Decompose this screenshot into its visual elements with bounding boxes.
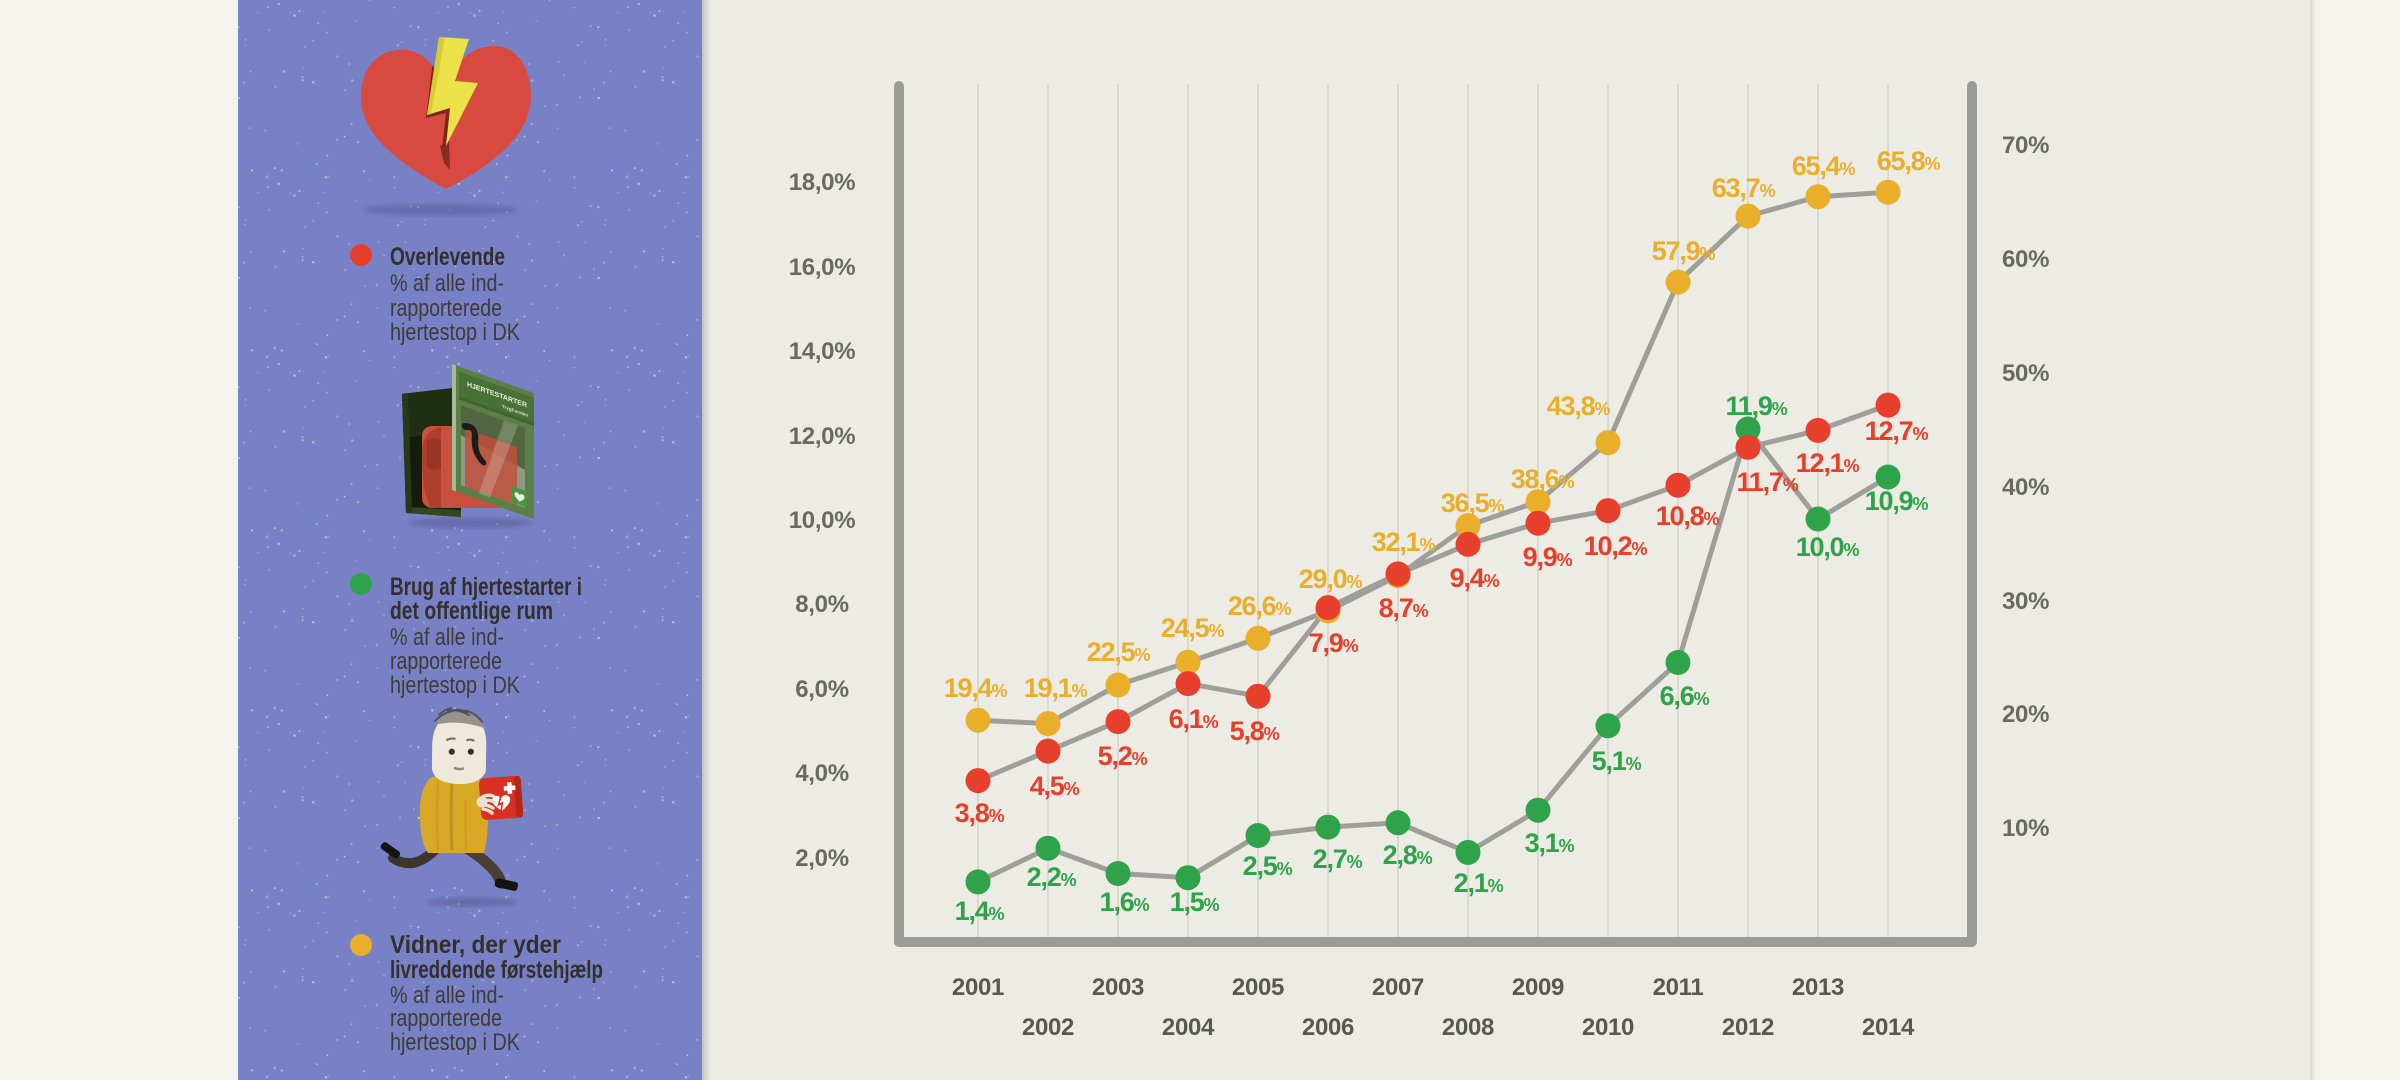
svg-text:% af alle ind-: % af alle ind- [390, 624, 504, 651]
svg-text:2,5%: 2,5% [1243, 851, 1293, 881]
svg-text:Vidner, der yder: Vidner, der yder [390, 931, 561, 959]
svg-text:2008: 2008 [1442, 1014, 1494, 1041]
svg-text:2,8%: 2,8% [1383, 840, 1433, 870]
svg-text:12,7%: 12,7% [1865, 416, 1929, 446]
svg-text:14,0%: 14,0% [789, 338, 856, 365]
svg-text:57,9%: 57,9% [1652, 236, 1716, 266]
svg-text:5,1%: 5,1% [1592, 746, 1642, 776]
svg-text:11,7%: 11,7% [1736, 467, 1798, 497]
svg-text:2007: 2007 [1372, 974, 1424, 1001]
svg-text:6,0%: 6,0% [795, 676, 849, 703]
svg-text:38,6%: 38,6% [1511, 464, 1575, 494]
svg-text:36,5%: 36,5% [1441, 488, 1505, 518]
svg-text:5,2%: 5,2% [1098, 741, 1148, 771]
svg-text:2005: 2005 [1232, 974, 1284, 1001]
svg-text:Brug af hjertestarter i: Brug af hjertestarter i [390, 573, 582, 601]
svg-text:20%: 20% [2002, 701, 2049, 728]
svg-text:hjertestop i DK: hjertestop i DK [390, 1029, 520, 1056]
svg-text:3,8%: 3,8% [955, 798, 1005, 828]
svg-text:16,0%: 16,0% [789, 254, 856, 281]
svg-text:2009: 2009 [1512, 974, 1564, 1001]
svg-text:1,4%: 1,4% [955, 896, 1005, 926]
svg-text:10,0%: 10,0% [789, 507, 856, 534]
svg-text:24,5%: 24,5% [1161, 613, 1225, 643]
svg-text:29,0%: 29,0% [1299, 564, 1363, 594]
svg-text:26,6%: 26,6% [1228, 591, 1292, 621]
svg-text:6,6%: 6,6% [1660, 681, 1710, 711]
svg-text:2010: 2010 [1582, 1014, 1634, 1041]
svg-text:43,8%: 43,8% [1547, 391, 1611, 421]
svg-text:2004: 2004 [1162, 1014, 1215, 1041]
svg-text:19,1%: 19,1% [1024, 673, 1088, 703]
svg-text:70%: 70% [2002, 132, 2049, 159]
svg-text:1,5%: 1,5% [1170, 887, 1220, 917]
svg-text:Overlevende: Overlevende [390, 243, 505, 271]
svg-text:hjertestop i DK: hjertestop i DK [390, 319, 520, 346]
svg-text:40%: 40% [2002, 474, 2049, 501]
svg-text:9,4%: 9,4% [1450, 563, 1500, 593]
svg-text:det offentlige rum: det offentlige rum [390, 597, 553, 625]
svg-text:hjertestop i DK: hjertestop i DK [390, 672, 520, 699]
svg-text:65,8%: 65,8% [1877, 146, 1941, 176]
svg-text:5,8%: 5,8% [1230, 716, 1280, 746]
svg-text:9,9%: 9,9% [1523, 542, 1573, 572]
svg-text:2002: 2002 [1022, 1014, 1074, 1041]
svg-text:19,4%: 19,4% [944, 673, 1008, 703]
svg-text:8,7%: 8,7% [1379, 593, 1429, 623]
svg-text:2,0%: 2,0% [795, 845, 849, 872]
svg-text:10,8%: 10,8% [1656, 501, 1720, 531]
svg-text:63,7%: 63,7% [1712, 173, 1776, 203]
svg-text:4,0%: 4,0% [795, 760, 849, 787]
svg-text:rapporterede: rapporterede [390, 295, 502, 322]
svg-text:32,1%: 32,1% [1372, 527, 1436, 557]
svg-text:22,5%: 22,5% [1087, 637, 1151, 667]
svg-text:% af alle ind-: % af alle ind- [390, 982, 504, 1009]
svg-text:2012: 2012 [1722, 1014, 1774, 1041]
svg-text:2011: 2011 [1653, 974, 1704, 1001]
svg-text:10%: 10% [2002, 815, 2049, 842]
svg-text:18,0%: 18,0% [789, 169, 856, 196]
svg-text:65,4%: 65,4% [1792, 151, 1856, 181]
svg-text:2,1%: 2,1% [1454, 868, 1504, 898]
svg-text:10,2%: 10,2% [1584, 531, 1648, 561]
svg-text:8,0%: 8,0% [795, 591, 849, 618]
svg-text:12,0%: 12,0% [789, 423, 856, 450]
svg-text:60%: 60% [2002, 246, 2049, 273]
svg-text:2006: 2006 [1302, 1014, 1354, 1041]
svg-text:4,5%: 4,5% [1030, 771, 1080, 801]
svg-text:7,9%: 7,9% [1309, 628, 1359, 658]
svg-text:50%: 50% [2002, 360, 2049, 387]
svg-text:livreddende førstehjælp: livreddende førstehjælp [390, 956, 603, 984]
svg-text:rapporterede: rapporterede [390, 648, 502, 675]
svg-text:2013: 2013 [1792, 974, 1844, 1001]
svg-text:1,6%: 1,6% [1100, 887, 1150, 917]
svg-text:11,9%: 11,9% [1725, 391, 1787, 421]
svg-text:2,2%: 2,2% [1027, 862, 1077, 892]
svg-text:2001: 2001 [952, 974, 1004, 1001]
svg-text:rapporterede: rapporterede [390, 1005, 502, 1032]
svg-text:% af alle ind-: % af alle ind- [390, 270, 504, 297]
svg-text:3,1%: 3,1% [1525, 828, 1575, 858]
svg-text:10,0%: 10,0% [1796, 532, 1860, 562]
svg-text:12,1%: 12,1% [1796, 448, 1860, 478]
svg-text:30%: 30% [2002, 588, 2049, 615]
svg-text:6,1%: 6,1% [1169, 704, 1219, 734]
svg-text:2014: 2014 [1862, 1014, 1915, 1041]
svg-text:2,7%: 2,7% [1313, 844, 1363, 874]
svg-text:2003: 2003 [1092, 974, 1144, 1001]
svg-text:10,9%: 10,9% [1865, 486, 1929, 516]
